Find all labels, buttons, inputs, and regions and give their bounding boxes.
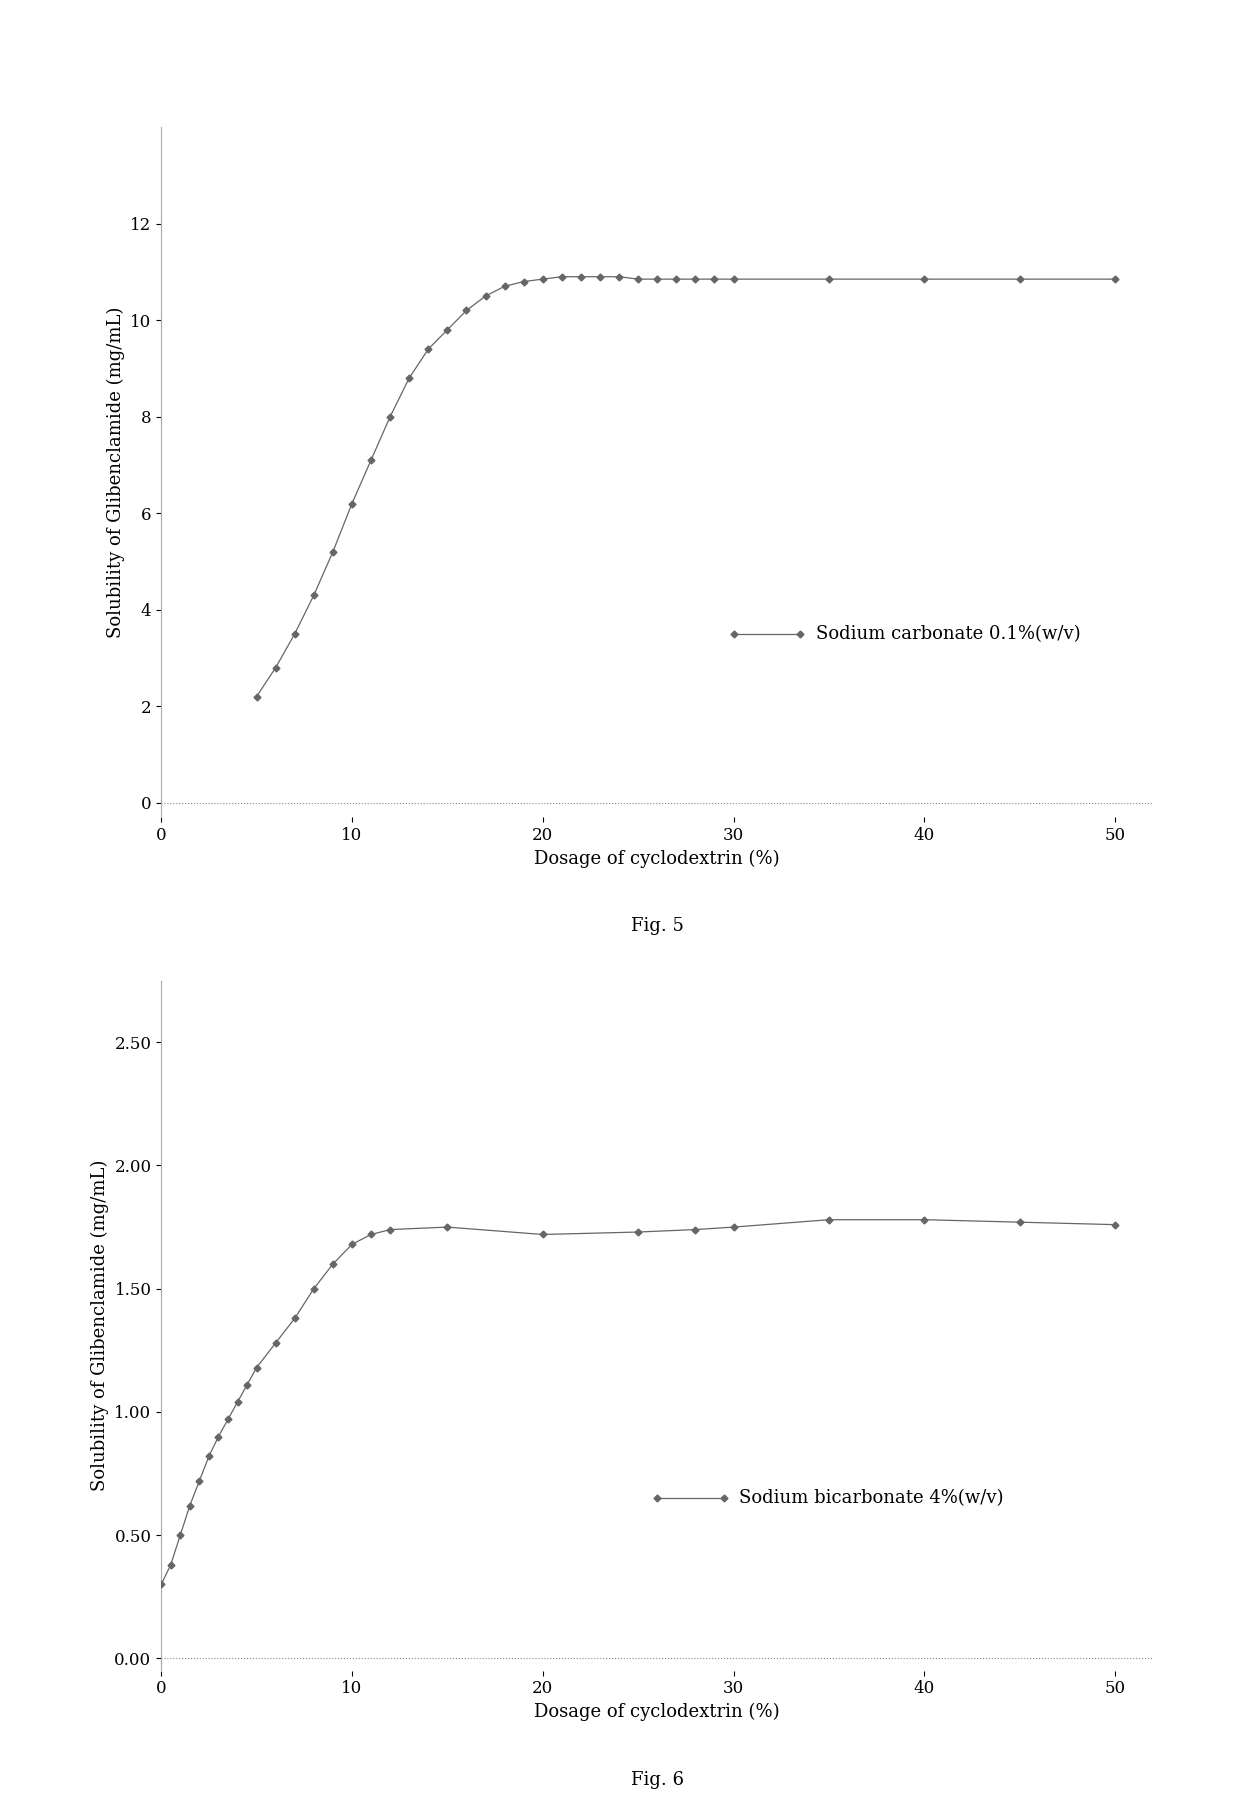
- Y-axis label: Solubility of Glibenclamide (mg/mL): Solubility of Glibenclamide (mg/mL): [107, 307, 125, 637]
- X-axis label: Dosage of cyclodextrin (%): Dosage of cyclodextrin (%): [534, 1703, 780, 1722]
- Text: Fig. 5: Fig. 5: [631, 917, 683, 935]
- Text: Sodium carbonate 0.1%(w/v): Sodium carbonate 0.1%(w/v): [816, 625, 1080, 643]
- Text: Sodium bicarbonate 4%(w/v): Sodium bicarbonate 4%(w/v): [739, 1489, 1003, 1507]
- Text: Fig. 6: Fig. 6: [631, 1771, 683, 1789]
- Y-axis label: Solubility of Glibenclamide (mg/mL): Solubility of Glibenclamide (mg/mL): [91, 1160, 109, 1491]
- X-axis label: Dosage of cyclodextrin (%): Dosage of cyclodextrin (%): [534, 850, 780, 868]
